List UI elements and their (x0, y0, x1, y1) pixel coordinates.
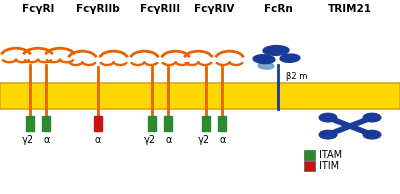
Text: α: α (220, 135, 226, 145)
Circle shape (319, 113, 337, 122)
Bar (202, 116, 210, 131)
Bar (42, 116, 50, 131)
Text: FcRn: FcRn (264, 4, 292, 14)
Text: ITAM: ITAM (319, 150, 342, 160)
Bar (148, 116, 156, 131)
Ellipse shape (253, 55, 275, 64)
Bar (26, 116, 34, 131)
Ellipse shape (263, 46, 289, 55)
Text: FcγRIV: FcγRIV (194, 4, 234, 14)
Bar (94, 116, 102, 131)
Circle shape (363, 113, 381, 122)
Text: γ2: γ2 (22, 135, 34, 145)
Text: α: α (44, 135, 50, 145)
Bar (0, 83, 400, 109)
Ellipse shape (280, 54, 300, 62)
Circle shape (363, 130, 381, 139)
Text: α: α (166, 135, 172, 145)
Text: FcγRI: FcγRI (22, 4, 54, 14)
Bar (304, 150, 315, 160)
Bar (218, 116, 226, 131)
Circle shape (319, 130, 337, 139)
Text: TRIM21: TRIM21 (328, 4, 372, 14)
Text: ITIM: ITIM (319, 161, 339, 171)
Bar (304, 161, 315, 171)
Text: γ2: γ2 (144, 135, 156, 145)
Text: α: α (95, 135, 101, 145)
Ellipse shape (258, 63, 274, 69)
Bar (164, 116, 172, 131)
Text: FcγRIIb: FcγRIIb (76, 4, 120, 14)
Text: FcγRIII: FcγRIII (140, 4, 180, 14)
Text: γ2: γ2 (198, 135, 210, 145)
Text: β2 m: β2 m (286, 73, 307, 81)
